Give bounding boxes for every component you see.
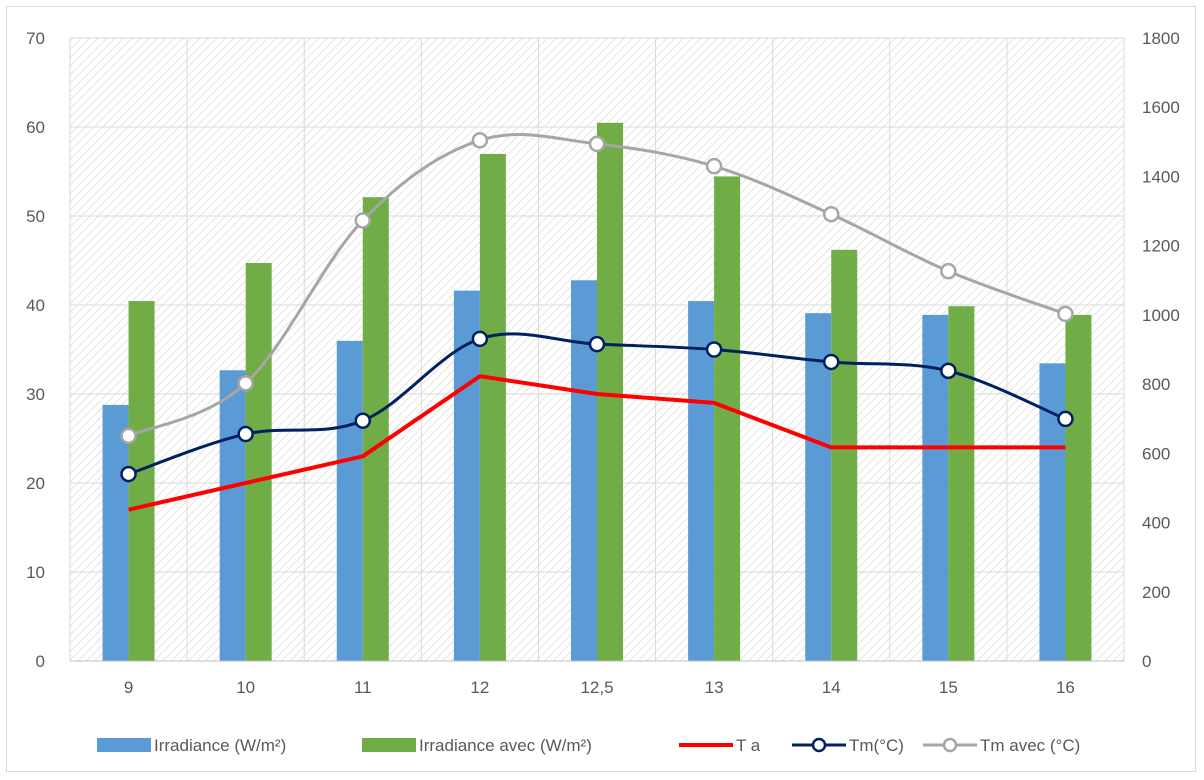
bar-irradiance-avec <box>831 249 858 661</box>
legend-irradiance: Irradiance (W/m²) <box>97 736 286 755</box>
line-tm <box>128 332 1067 476</box>
bar-irradiance-avec <box>714 176 741 661</box>
y-right-tick-label: 600 <box>1142 444 1170 463</box>
y-left-tick-label: 50 <box>26 207 45 226</box>
y-right-tick-label: 800 <box>1142 375 1170 394</box>
marker-point <box>237 425 254 443</box>
x-tick-label: 16 <box>1056 678 1075 697</box>
legend-swatch <box>362 738 416 752</box>
line-series <box>120 132 1074 512</box>
axes: 0 10 20 30 40 50 60 70 0 200 400 600 800 1000 1200 1400… <box>26 29 1180 697</box>
marker-point <box>940 362 957 380</box>
bar-irradiance-avec <box>479 153 506 662</box>
bar-irradiance-avec <box>362 197 389 661</box>
y-right-tick-label: 1800 <box>1142 29 1180 48</box>
marker-point <box>822 353 840 371</box>
marker-point <box>1057 410 1074 428</box>
x-tick-label: 12,5 <box>580 678 613 697</box>
marker-point <box>1057 305 1074 323</box>
marker-point <box>354 212 372 229</box>
x-tick-label: 13 <box>705 678 724 697</box>
legend-label: T a <box>736 736 761 755</box>
legend-label: Irradiance avec (W/m²) <box>419 736 592 755</box>
bar-irradiance-avec <box>245 262 272 661</box>
y-left-tick-label: 0 <box>36 652 45 671</box>
legend-marker <box>811 737 827 753</box>
marker-point <box>588 135 606 153</box>
marker-point <box>120 465 137 483</box>
y-right-tick-label: 1600 <box>1142 98 1180 117</box>
legend-label: Tm(°C) <box>849 736 904 755</box>
marker-point <box>822 205 840 223</box>
legend-label: Tm avec (°C) <box>980 736 1080 755</box>
bar-irradiance-avec <box>948 306 975 661</box>
y-left-tick-label: 40 <box>26 296 45 315</box>
y-right-tick-label: 1200 <box>1142 237 1180 256</box>
marker-point <box>354 412 372 429</box>
legend-tm: Tm(°C) <box>792 736 904 755</box>
x-tick-label: 12 <box>470 678 489 697</box>
y-right-tick-label: 1400 <box>1142 167 1180 186</box>
y-right-tick-label: 400 <box>1142 514 1170 533</box>
bar-irradiance <box>219 370 246 661</box>
marker-point <box>705 157 723 175</box>
x-tick-label: 14 <box>822 678 841 697</box>
bar-irradiance <box>102 404 129 661</box>
bar-irradiance <box>688 301 715 661</box>
marker-point <box>588 335 606 353</box>
bar-irradiance <box>336 340 363 661</box>
marker-point <box>705 341 723 358</box>
y-left-tick-label: 20 <box>26 474 45 493</box>
y-left-tick-label: 60 <box>26 118 45 137</box>
legend-tm-avec: Tm avec (°C) <box>923 736 1080 755</box>
x-tick-label: 11 <box>354 678 372 697</box>
y-left-tick-label: 70 <box>26 29 45 48</box>
y-left-tick-label: 10 <box>26 563 45 582</box>
marker-point <box>940 262 957 280</box>
marker-point <box>120 427 137 445</box>
y-left-tick-label: 30 <box>26 385 45 404</box>
y-right-tick-label: 1000 <box>1142 306 1180 325</box>
legend-label: Irradiance (W/m²) <box>154 736 286 755</box>
line-t-a <box>128 374 1066 512</box>
bar-irradiance <box>805 313 832 661</box>
legend-marker <box>942 737 958 753</box>
marker-point <box>471 330 489 348</box>
legend-swatch <box>97 738 151 752</box>
bar-irradiance <box>453 290 480 661</box>
x-tick-label: 15 <box>939 678 958 697</box>
legend: Irradiance (W/m²) Irradiance avec (W/m²) T… <box>97 736 1080 755</box>
marker-point <box>237 375 254 392</box>
x-tick-label: 9 <box>124 678 133 697</box>
bar-irradiance-avec <box>1065 314 1092 661</box>
marker-point <box>471 132 489 149</box>
y-right-tick-label: 200 <box>1142 583 1170 602</box>
bar-irradiance-avec <box>597 122 623 661</box>
line-tm-avec <box>127 133 1066 438</box>
legend-t-a: T a <box>679 736 761 755</box>
y-right-tick-label: 0 <box>1142 652 1151 671</box>
x-tick-label: 10 <box>236 678 255 697</box>
legend-irradiance-avec: Irradiance avec (W/m²) <box>362 736 592 755</box>
